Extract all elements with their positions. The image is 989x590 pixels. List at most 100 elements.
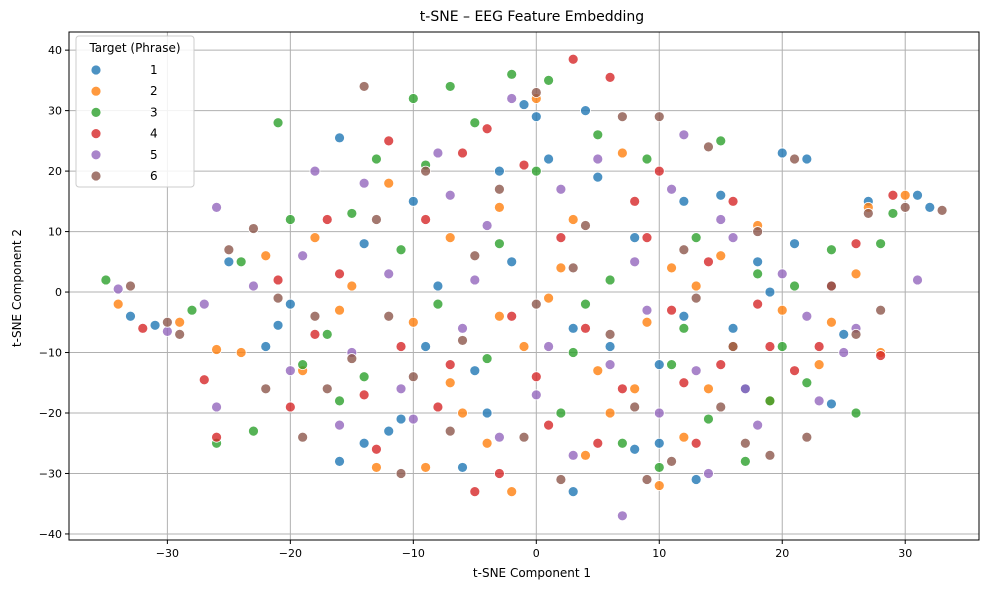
data-point — [444, 377, 456, 389]
y-tick-label: 20 — [48, 165, 62, 178]
data-point — [395, 341, 407, 352]
data-point — [506, 93, 518, 104]
data-point — [506, 310, 518, 322]
data-point — [801, 431, 813, 443]
data-point — [641, 304, 653, 316]
legend-title: Target (Phrase) — [88, 41, 180, 55]
data-point — [198, 298, 210, 310]
data-point — [432, 280, 444, 292]
data-point — [899, 189, 911, 201]
x-tick-label: 10 — [652, 547, 666, 560]
data-point — [309, 165, 321, 177]
data-point — [616, 111, 628, 123]
data-point — [838, 347, 850, 358]
legend-label: 1 — [150, 63, 158, 77]
y-tick-label: −10 — [39, 347, 62, 360]
data-point — [481, 437, 493, 449]
data-point — [604, 274, 616, 286]
data-point — [174, 328, 186, 340]
y-tick-label: 30 — [48, 105, 62, 118]
data-point — [395, 468, 407, 479]
data-point — [407, 195, 419, 207]
data-point — [678, 244, 690, 256]
data-point — [457, 462, 468, 473]
data-point — [850, 328, 862, 340]
x-axis-ticks: −30 −20 −10 0 10 20 30 — [156, 540, 912, 560]
data-point — [567, 347, 579, 358]
plot-frame — [68, 31, 980, 541]
data-point — [629, 195, 641, 207]
data-point — [346, 208, 358, 219]
data-point — [850, 268, 862, 280]
data-point — [752, 298, 764, 310]
data-point — [739, 437, 751, 449]
data-point — [371, 214, 382, 225]
data-point — [543, 341, 554, 352]
data-point — [789, 238, 800, 250]
data-point — [494, 431, 505, 443]
data-point — [678, 195, 690, 207]
data-point — [358, 81, 370, 92]
data-point — [604, 71, 616, 83]
data-point — [395, 383, 407, 395]
data-point — [629, 256, 641, 268]
data-point — [358, 371, 370, 383]
data-point — [211, 201, 222, 213]
data-point — [494, 165, 505, 177]
data-point — [604, 341, 616, 352]
data-point — [690, 292, 702, 304]
data-point — [383, 135, 395, 147]
data-point — [518, 341, 530, 352]
y-tick-label: 0 — [55, 286, 62, 299]
data-point — [297, 359, 309, 371]
data-point — [789, 153, 800, 165]
data-point — [494, 310, 505, 322]
data-point — [703, 413, 714, 425]
data-point — [543, 74, 554, 86]
data-point — [284, 298, 296, 310]
data-point — [555, 183, 567, 195]
data-point — [653, 462, 665, 473]
data-point — [383, 177, 395, 189]
data-point — [284, 401, 296, 413]
data-point — [248, 425, 259, 437]
grid — [69, 32, 979, 540]
legend-marker — [90, 64, 102, 76]
data-point — [260, 341, 272, 352]
data-point — [149, 319, 161, 331]
data-point — [875, 350, 887, 361]
data-point — [629, 383, 641, 395]
data-point — [518, 159, 530, 171]
data-point — [727, 341, 739, 352]
data-point — [813, 359, 825, 371]
data-point — [494, 183, 505, 195]
data-point — [494, 468, 505, 479]
data-point — [518, 99, 530, 110]
data-point — [481, 123, 493, 135]
data-point — [481, 220, 493, 231]
data-point — [444, 232, 456, 244]
series-6 — [125, 81, 948, 485]
data-point — [248, 223, 259, 234]
data-point — [420, 341, 432, 352]
data-point — [567, 449, 579, 461]
data-point — [703, 256, 714, 268]
data-point — [186, 304, 198, 316]
data-point — [284, 365, 296, 377]
data-point — [407, 413, 419, 425]
data-point — [358, 238, 370, 250]
data-point — [432, 401, 444, 413]
data-point — [924, 201, 936, 213]
data-point — [309, 328, 321, 340]
data-point — [469, 486, 481, 498]
data-point — [223, 244, 235, 256]
data-point — [616, 510, 628, 522]
data-point — [629, 443, 641, 455]
data-point — [334, 304, 345, 316]
data-point — [543, 153, 554, 165]
data-point — [371, 153, 382, 165]
data-point — [641, 316, 653, 328]
data-point — [260, 250, 272, 262]
data-point — [616, 147, 628, 159]
data-point — [826, 244, 837, 256]
